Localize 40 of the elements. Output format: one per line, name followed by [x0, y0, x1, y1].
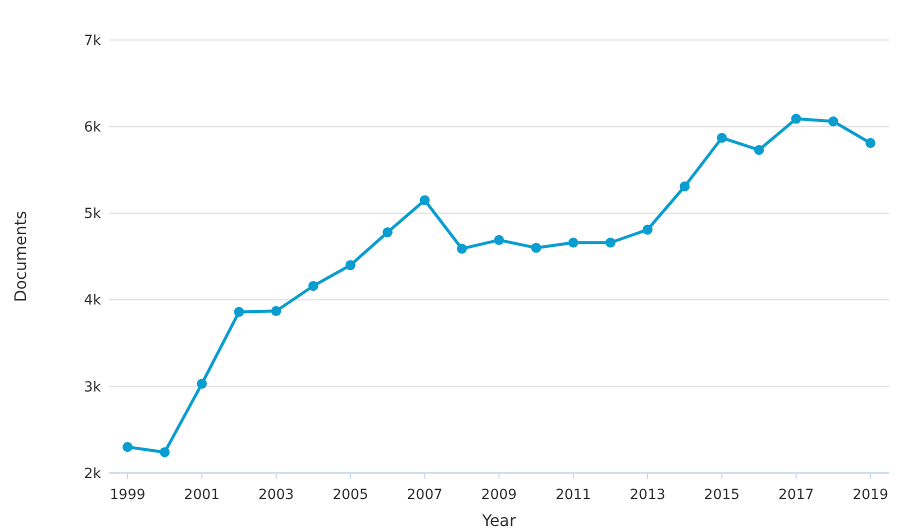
point — [160, 447, 170, 458]
x-tick-label: 1999 — [110, 487, 146, 503]
point — [271, 306, 282, 316]
x-tick-label: 2019 — [852, 487, 888, 503]
y-tick-label: 5k — [84, 206, 102, 222]
point — [494, 235, 504, 246]
y-tick-label: 3k — [84, 379, 102, 396]
y-tick-label: 6k — [84, 120, 102, 136]
point — [122, 442, 133, 452]
point — [642, 224, 653, 235]
x-tick-label: 2017 — [778, 487, 814, 503]
y-tick-label: 4k — [84, 292, 102, 309]
x-axis-title: Year — [481, 511, 516, 528]
point — [568, 238, 578, 248]
point — [680, 181, 690, 192]
point — [196, 378, 207, 389]
point — [456, 244, 467, 254]
point — [420, 195, 430, 206]
point — [308, 280, 318, 291]
x-tick-label: 2005 — [332, 487, 368, 503]
x-tick-label: 2013 — [630, 487, 666, 503]
point — [754, 144, 764, 155]
x-tick-label: 2011 — [555, 487, 592, 503]
x-tick-label: 2009 — [481, 487, 517, 503]
x-tick-label: 2007 — [406, 487, 443, 503]
x-tick-label: 2001 — [184, 487, 220, 503]
y-tick-label: 7k — [84, 32, 102, 49]
point — [345, 260, 356, 270]
point — [605, 238, 616, 248]
point — [828, 116, 838, 126]
point — [531, 242, 542, 253]
point — [791, 114, 802, 124]
x-tick-label: 2015 — [704, 487, 740, 503]
point — [234, 306, 244, 317]
point — [865, 138, 876, 148]
y-tick-label: 2k — [84, 466, 102, 482]
point — [382, 227, 393, 238]
y-axis-title: Documents — [11, 210, 30, 302]
x-tick-label: 2003 — [258, 487, 294, 503]
point — [716, 132, 727, 143]
